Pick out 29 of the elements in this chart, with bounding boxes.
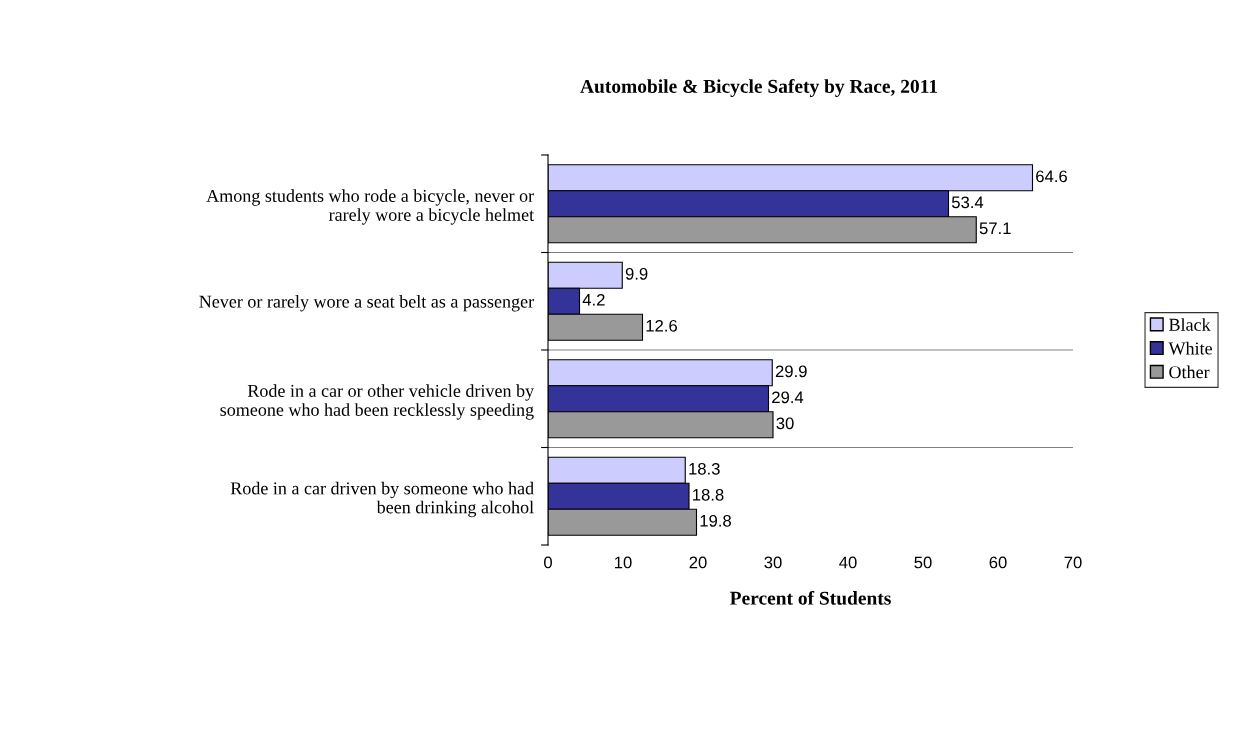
x-tick-label: 40: [839, 556, 857, 569]
x-tick-label: 60: [989, 556, 1007, 569]
data-label: 4.2: [582, 293, 605, 306]
data-label: 64.6: [1036, 170, 1067, 183]
data-label: 29.4: [772, 391, 804, 404]
y-tick-label: Never or rarely wore a seat belt as a passenger: [199, 294, 534, 312]
data-label: 9.9: [625, 267, 648, 280]
y-tick-label: Rode in a car driven by someone who had been drinking alcohol: [230, 481, 534, 518]
x-tick-label: 70: [1064, 556, 1082, 569]
data-label: 19.8: [700, 514, 731, 527]
x-axis-title: Percent of Students: [730, 590, 891, 605]
chart-title: Automobile & Bicycle Safety by Race, 2011: [580, 79, 938, 97]
data-label: 30: [776, 417, 794, 430]
x-tick-label: 10: [615, 556, 632, 569]
x-tick-label: 30: [764, 556, 782, 569]
legend-label: Black: [1169, 318, 1211, 331]
legend-label: Other: [1169, 365, 1210, 379]
legend-label: White: [1168, 341, 1212, 355]
x-tick-label: 50: [914, 556, 932, 569]
data-label: 53.4: [951, 196, 984, 209]
x-tick-label: 0: [544, 556, 552, 569]
data-label: 18.8: [693, 488, 724, 501]
x-tick-label: 20: [689, 556, 707, 569]
data-label: 12.6: [646, 319, 677, 332]
y-tick-label: Rode in a car or other vehicle driven by someone who had been recklessly speeding: [220, 384, 535, 420]
data-label: 18.3: [689, 462, 720, 475]
data-label: 57.1: [979, 222, 1011, 235]
y-tick-label: Among students who rode a bicycle, never or rarely wore a bicycle helmet: [206, 189, 534, 225]
data-label: 29.9: [775, 365, 807, 378]
